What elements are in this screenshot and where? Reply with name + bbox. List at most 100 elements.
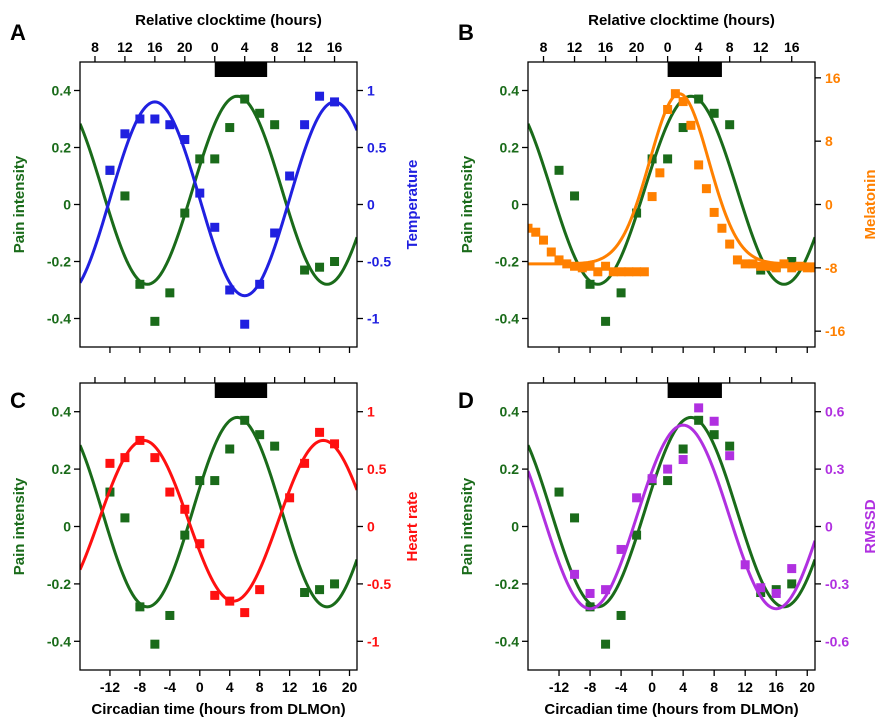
y-tick-label: 0.4 — [500, 404, 520, 420]
data-point — [624, 267, 634, 277]
bottom-tick-label: -4 — [615, 679, 628, 695]
y2-tick-label: -0.5 — [367, 254, 391, 270]
data-point — [810, 263, 815, 273]
y-tick-label: -0.2 — [47, 576, 71, 592]
y-tick-label: 0.4 — [52, 404, 72, 420]
data-point — [663, 464, 673, 474]
data-point — [616, 610, 626, 620]
data-point — [225, 444, 235, 454]
data-point — [135, 279, 145, 289]
bottom-tick-label: 8 — [256, 679, 264, 695]
bottom-axis-label: Circadian time (hours from DLMOn) — [91, 701, 345, 718]
y2-axis-label: Melatonin — [862, 170, 879, 240]
data-point — [678, 123, 688, 133]
data-point — [165, 487, 175, 497]
y-axis-label: Pain intensity — [459, 155, 476, 253]
series-left-fit-curve — [80, 94, 357, 286]
data-point — [709, 207, 719, 217]
panel-letter: C — [10, 388, 26, 413]
top-tick-label: 12 — [753, 39, 769, 55]
data-point — [694, 403, 704, 413]
top-axis-label: Relative clocktime (hours) — [135, 12, 322, 29]
panel-B: B -0.4 -0.2 0 0.2 0.4 -16 -8 0 8 16 8 12 16 20 0 4 8 12 16 R… — [458, 12, 879, 353]
data-point — [585, 261, 595, 271]
y2-tick-label: 0 — [367, 197, 375, 213]
top-tick-label: 20 — [177, 39, 193, 55]
y2-tick-label: 0.5 — [367, 461, 387, 477]
plot-area — [80, 91, 357, 329]
data-point — [593, 267, 603, 277]
data-point — [694, 415, 704, 425]
data-point — [701, 184, 711, 194]
panel-letter: B — [458, 20, 474, 45]
data-point — [748, 259, 758, 269]
bottom-tick-label: -12 — [549, 679, 569, 695]
series-right-fit-curve — [80, 100, 357, 298]
top-tick-label: 8 — [726, 39, 734, 55]
plot-area — [528, 89, 815, 326]
data-point — [300, 120, 310, 130]
data-point — [150, 114, 160, 124]
data-point — [647, 154, 657, 164]
data-point — [165, 120, 175, 130]
data-point — [678, 97, 688, 107]
bottom-tick-label: -4 — [164, 679, 177, 695]
data-point — [632, 530, 642, 540]
y2-tick-label: -16 — [825, 323, 845, 339]
y-tick-label: -0.4 — [495, 311, 519, 327]
y2-axis-label: RMSSD — [862, 499, 879, 553]
top-tick-label: 4 — [241, 39, 249, 55]
top-tick-label: 8 — [271, 39, 279, 55]
data-point — [315, 262, 325, 272]
data-point — [787, 579, 797, 589]
y2-tick-label: 0.3 — [825, 461, 845, 477]
y-tick-label: -0.2 — [495, 254, 519, 270]
data-point — [225, 123, 235, 133]
data-point — [210, 590, 220, 600]
y2-tick-label: -1 — [367, 633, 380, 649]
y2-tick-label: 8 — [825, 133, 833, 149]
data-point — [539, 235, 549, 245]
data-point — [105, 458, 115, 468]
data-point — [195, 476, 205, 486]
data-point — [315, 91, 325, 101]
data-point — [709, 108, 719, 118]
data-point — [210, 476, 220, 486]
data-point — [255, 430, 265, 440]
data-point — [756, 261, 766, 271]
y-tick-label: 0.4 — [500, 83, 520, 99]
y2-axis-label: Temperature — [404, 160, 421, 250]
data-point — [300, 265, 310, 275]
bottom-axis-label: Circadian time (hours from DLMOn) — [544, 701, 798, 718]
data-point — [655, 168, 665, 178]
data-point — [180, 530, 190, 540]
data-point — [779, 259, 789, 269]
top-tick-label: 16 — [598, 39, 614, 55]
data-point — [616, 288, 626, 298]
panel-D: D -0.4 -0.2 0 0.2 0.4 -0.6 -0.3 0 0.3 0.6 -12 -8 -4 0 4… — [458, 377, 879, 718]
data-point — [120, 513, 130, 523]
data-point — [686, 120, 696, 130]
data-point — [616, 267, 626, 277]
data-point — [663, 105, 673, 114]
data-point — [732, 255, 742, 265]
data-point — [546, 247, 556, 257]
data-point — [120, 191, 130, 201]
panel-letter: A — [10, 20, 26, 45]
data-point — [694, 160, 704, 170]
bottom-tick-label: 8 — [710, 679, 718, 695]
data-point — [616, 544, 626, 554]
y-tick-label: -0.4 — [47, 633, 71, 649]
data-point — [601, 316, 611, 326]
data-point — [105, 165, 115, 175]
top-tick-label: 8 — [540, 39, 548, 55]
top-tick-label: 0 — [211, 39, 219, 55]
data-point — [554, 255, 564, 265]
y-tick-label: 0.2 — [500, 461, 520, 477]
top-tick-label: 4 — [695, 39, 703, 55]
y2-tick-label: -0.5 — [367, 576, 391, 592]
y-tick-label: 0 — [63, 519, 71, 535]
data-point — [330, 439, 340, 449]
data-point — [150, 639, 160, 649]
